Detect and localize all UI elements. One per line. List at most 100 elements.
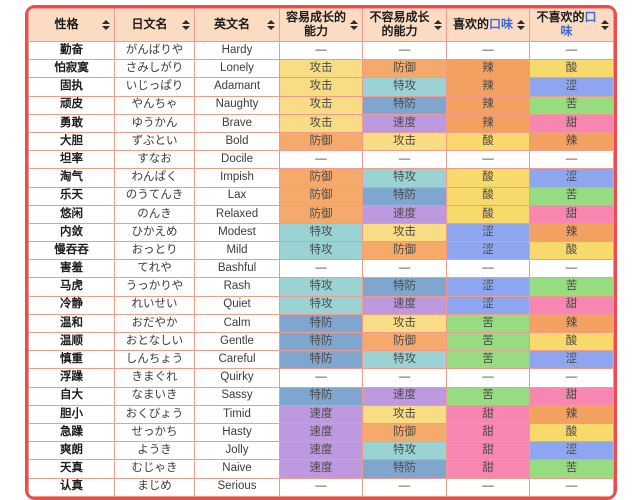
jp-name-cell: むじゃき [114, 459, 195, 479]
table-row: 慎重 しんちょう Careful 特防 特攻苦涩 [28, 350, 614, 370]
column-header-label: 英文名 [213, 17, 250, 32]
disliked-flavor-cell: — [529, 368, 614, 388]
en-name-cell: Jolly [194, 441, 280, 461]
liked-flavor-cell: — [446, 477, 530, 497]
boosted-stat-cell: 速度 [279, 441, 363, 461]
column-header-label: 喜欢的 [452, 17, 489, 32]
column-header-en-name[interactable]: 英文名 [194, 8, 280, 42]
table-row: 固执 いじっぱり Adamant 攻击 特攻辣涩 [28, 77, 614, 97]
column-header-boosted-stat[interactable]: 容易成长的能力 [279, 8, 363, 42]
table-row: 大胆 ずぶとい Bold 防御 攻击酸辣 [28, 131, 614, 152]
sort-icon [434, 20, 442, 30]
nature-name-cell: 大胆 [28, 131, 115, 152]
jp-name-cell: ゆうかん [114, 113, 195, 133]
column-header-nature[interactable]: 性格 [28, 8, 115, 42]
en-name-cell: Naive [194, 459, 280, 479]
en-name-cell: Hardy [194, 40, 280, 61]
liked-flavor-cell: 酸 [446, 204, 530, 224]
liked-flavor-cell: 辣 [446, 77, 530, 97]
column-header-disliked-flavor[interactable]: 不喜欢的口味 [529, 8, 614, 42]
jp-name-cell: おだやか [114, 313, 195, 334]
flavor-link[interactable]: 口味 [560, 10, 597, 38]
jp-name-cell: おくびょう [114, 404, 195, 424]
hindered-stat-cell: 特攻 [362, 441, 447, 461]
nature-name-cell: 马虎 [28, 277, 115, 297]
boosted-stat-cell: 特攻 [279, 295, 363, 315]
nature-name-cell: 内敛 [28, 222, 115, 243]
nature-name-cell: 天真 [28, 459, 115, 479]
liked-flavor-cell: — [446, 40, 530, 61]
hindered-stat-cell: 速度 [362, 386, 447, 406]
liked-flavor-cell: 酸 [446, 168, 530, 188]
table-row: 害羞 てれや Bashful — — — — [28, 259, 614, 279]
nature-name-cell: 急躁 [28, 422, 115, 443]
en-name-cell: Hasty [194, 422, 280, 443]
jp-name-cell: きまぐれ [114, 368, 195, 388]
sort-icon [182, 20, 190, 30]
boosted-stat-cell: 特攻 [279, 222, 363, 243]
table-row: 温和 おだやか Calm 特防 攻击苦辣 [28, 313, 614, 334]
boosted-stat-cell: 特防 [279, 331, 363, 352]
disliked-flavor-cell: 苦 [529, 277, 614, 297]
disliked-flavor-cell: 苦 [529, 186, 614, 206]
table-row: 淘气 わんぱく Impish 防御 特攻酸涩 [28, 168, 614, 188]
jp-name-cell: わんぱく [114, 168, 195, 188]
nature-name-cell: 勤奋 [28, 40, 115, 61]
column-header-hindered-stat[interactable]: 不容易成长的能力 [362, 8, 447, 42]
boosted-stat-cell: 特防 [279, 386, 363, 406]
boosted-stat-cell: 特攻 [279, 241, 363, 261]
hindered-stat-cell: 特防 [362, 277, 447, 297]
en-name-cell: Lonely [194, 59, 280, 79]
en-name-cell: Quirky [194, 368, 280, 388]
jp-name-cell: すなお [114, 150, 195, 170]
en-name-cell: Bold [194, 131, 280, 152]
hindered-stat-cell: 特攻 [362, 77, 447, 97]
jp-name-cell: てれや [114, 259, 195, 279]
jp-name-cell: ようき [114, 441, 195, 461]
boosted-stat-cell: 速度 [279, 459, 363, 479]
nature-name-cell: 温顺 [28, 331, 115, 352]
flavor-link[interactable]: 口味 [489, 17, 514, 32]
boosted-stat-cell: 特防 [279, 313, 363, 334]
boosted-stat-cell: 攻击 [279, 95, 363, 115]
boosted-stat-cell: 防御 [279, 204, 363, 224]
sort-icon [517, 20, 525, 30]
jp-name-cell: うっかりや [114, 277, 195, 297]
nature-name-cell: 害羞 [28, 259, 115, 279]
en-name-cell: Timid [194, 404, 280, 424]
table-row: 冷静 れいせい Quiet 特攻 速度涩甜 [28, 295, 614, 315]
jp-name-cell: さみしがり [114, 59, 195, 79]
table-row: 马虎 うっかりや Rash 特攻 特防涩苦 [28, 277, 614, 297]
table-row: 坦率 すなお Docile — — — — [28, 150, 614, 170]
hindered-stat-cell: 速度 [362, 113, 447, 133]
liked-flavor-cell: 甜 [446, 422, 530, 443]
en-name-cell: Mild [194, 241, 280, 261]
hindered-stat-cell: 速度 [362, 295, 447, 315]
table-row: 内敛 ひかえめ Modest 特攻 攻击涩辣 [28, 222, 614, 243]
hindered-stat-cell: 攻击 [362, 313, 447, 334]
jp-name-cell: おっとり [114, 241, 195, 261]
table-row: 勇敢 ゆうかん Brave 攻击 速度辣甜 [28, 113, 614, 133]
hindered-stat-cell: 特防 [362, 186, 447, 206]
column-header-jp-name[interactable]: 日文名 [114, 8, 195, 42]
column-header-liked-flavor[interactable]: 喜欢的口味 [446, 8, 530, 42]
table-row: 自大 なまいき Sassy 特防 速度苦甜 [28, 386, 614, 406]
table-header-row: 性格 日文名 英文名 容易成长的能力 不容易成长的能力 喜欢的口味 不喜欢的口味 [28, 8, 614, 42]
liked-flavor-cell: 涩 [446, 295, 530, 315]
table-row: 急躁 せっかち Hasty 速度 防御甜酸 [28, 422, 614, 443]
disliked-flavor-cell: 涩 [529, 350, 614, 370]
liked-flavor-cell: — [446, 259, 530, 279]
hindered-stat-cell: 攻击 [362, 222, 447, 243]
liked-flavor-cell: 甜 [446, 404, 530, 424]
nature-name-cell: 固执 [28, 77, 115, 97]
liked-flavor-cell: 甜 [446, 441, 530, 461]
disliked-flavor-cell: — [529, 477, 614, 497]
table-row: 温顺 おとなしい Gentle 特防 防御苦酸 [28, 331, 614, 352]
disliked-flavor-cell: 辣 [529, 313, 614, 334]
en-name-cell: Lax [194, 186, 280, 206]
liked-flavor-cell: 苦 [446, 386, 530, 406]
boosted-stat-cell: 攻击 [279, 77, 363, 97]
liked-flavor-cell: 苦 [446, 331, 530, 352]
jp-name-cell: やんちゃ [114, 95, 195, 115]
boosted-stat-cell: 特防 [279, 350, 363, 370]
